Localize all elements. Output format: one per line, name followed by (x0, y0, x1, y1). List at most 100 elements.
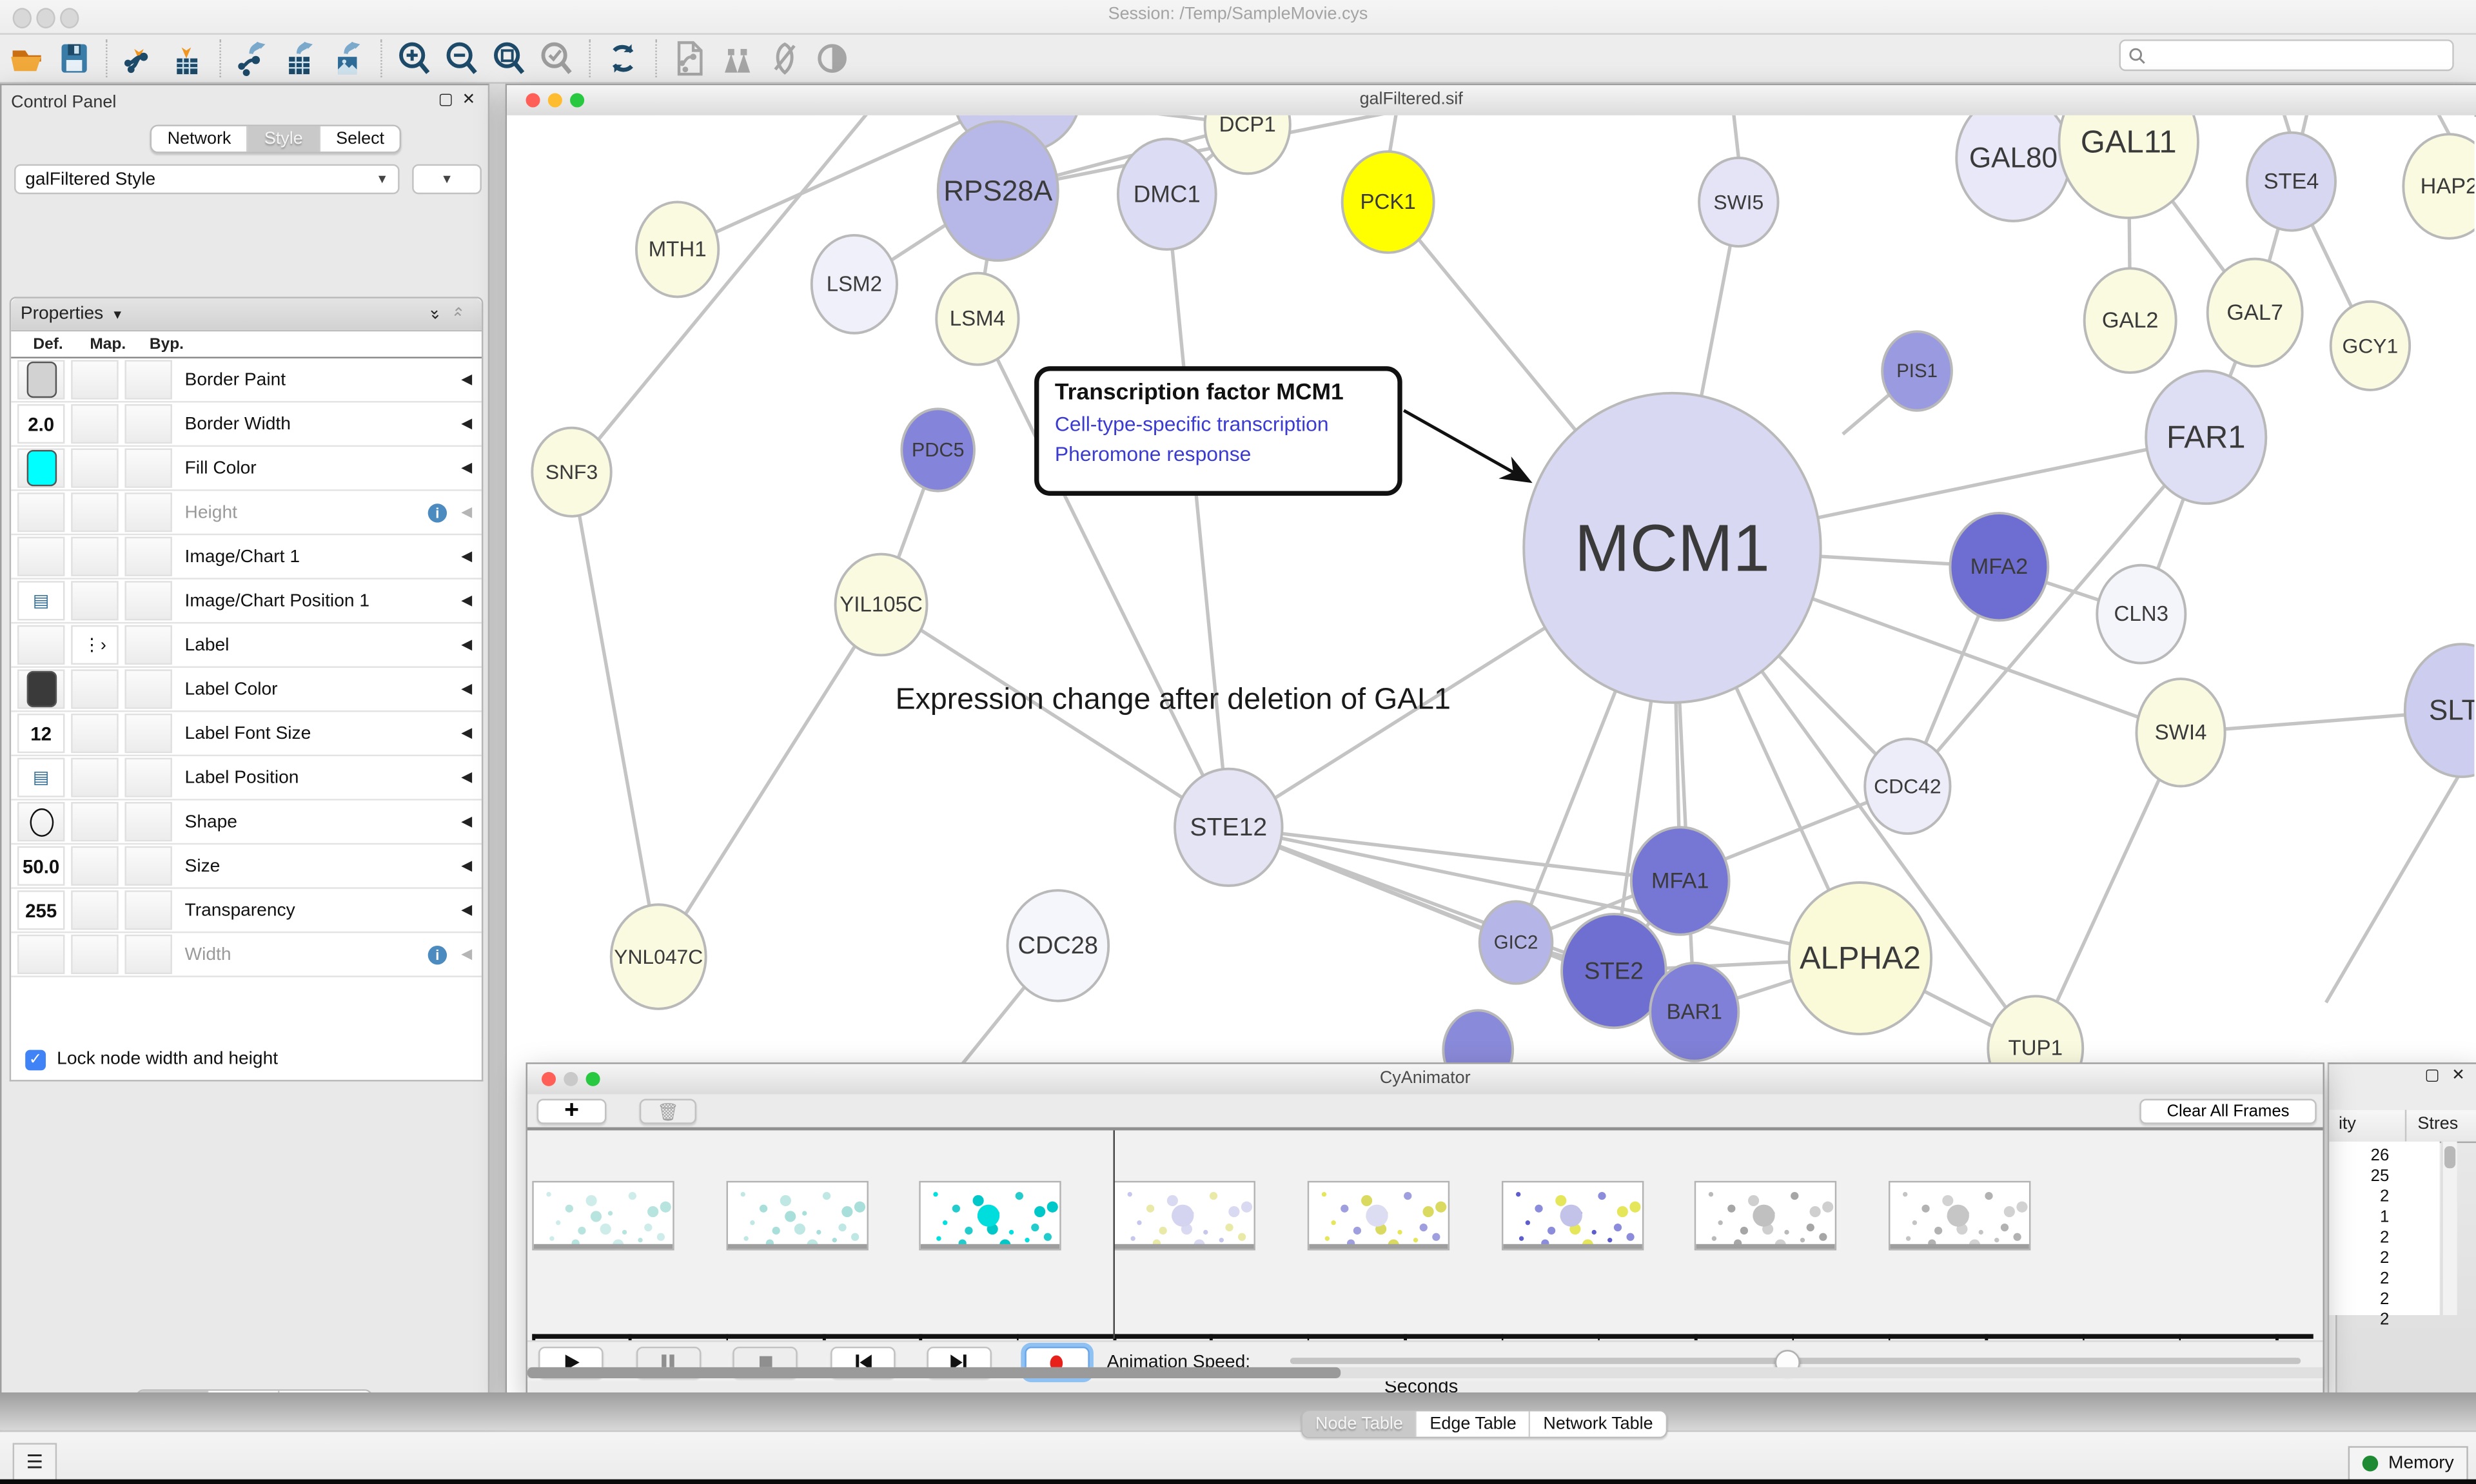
annotation-box[interactable]: Transcription factor MCM1 Cell-type-spec… (1034, 366, 1402, 496)
table-vertical-scrollbar[interactable] (2441, 1141, 2457, 1316)
network-edge[interactable] (570, 115, 889, 473)
timeline-frame-4[interactable] (1307, 1180, 1449, 1251)
import-table-button[interactable] (164, 37, 211, 80)
expand-row-icon[interactable]: ◀ (461, 725, 473, 741)
zoom-out-button[interactable] (439, 37, 486, 80)
network-node-cln3[interactable] (2096, 563, 2187, 665)
float-panel-icon[interactable]: ▢ (438, 92, 453, 109)
horizontal-scrollbar-thumb[interactable] (527, 1367, 1341, 1378)
property-map-cell[interactable] (71, 360, 119, 400)
property-def-cell[interactable]: 50.0 (17, 846, 65, 886)
tab-edge-table[interactable]: Edge Table (1417, 1411, 1531, 1437)
zoom-window-icon[interactable] (570, 93, 585, 108)
table-cell-value[interactable]: 2 (2379, 1187, 2390, 1207)
network-edge[interactable] (976, 318, 1230, 828)
table-cell-value[interactable]: 26 (2370, 1146, 2390, 1166)
expand-row-icon[interactable]: ◀ (461, 901, 473, 917)
property-row[interactable]: ▤ Label Position ◀ (11, 756, 482, 801)
property-row[interactable]: Height i ◀ (11, 491, 482, 536)
property-def-cell[interactable]: ▤ (17, 581, 65, 621)
network-node-cdc28[interactable] (1006, 889, 1110, 1002)
property-row[interactable]: Border Paint ◀ (11, 358, 482, 403)
property-def-cell[interactable] (17, 360, 65, 400)
property-def-cell[interactable]: ▤ (17, 757, 65, 797)
network-node-gal11[interactable] (2058, 115, 2199, 219)
zoom-fit-button[interactable] (486, 37, 533, 80)
search-box[interactable] (2119, 39, 2454, 72)
task-history-button[interactable]: ☰ (12, 1443, 57, 1481)
create-view-button[interactable] (666, 37, 713, 80)
property-byp-cell[interactable] (124, 448, 172, 488)
property-byp-cell[interactable] (124, 846, 172, 886)
network-node-ste12[interactable] (1174, 767, 1284, 887)
tab-select[interactable]: Select (320, 126, 400, 152)
network-node-yil105c[interactable] (834, 552, 928, 657)
expand-row-icon[interactable]: ◀ (461, 459, 473, 476)
expand-all-icon[interactable]: ⌄⌄ (427, 300, 442, 323)
property-row[interactable]: 50.0 Size ◀ (11, 845, 482, 889)
save-session-button[interactable] (50, 37, 97, 80)
tab-network-table[interactable]: Network Table (1530, 1411, 1666, 1437)
property-def-cell[interactable]: 255 (17, 890, 65, 930)
expand-row-icon[interactable]: ◀ (461, 636, 473, 652)
expand-row-icon[interactable]: ◀ (461, 768, 473, 785)
refresh-view-button[interactable] (600, 37, 647, 80)
property-byp-cell[interactable] (124, 581, 172, 621)
show-details-button[interactable] (809, 37, 856, 80)
table-cell-value[interactable]: 2 (2379, 1310, 2390, 1330)
network-edge[interactable] (2424, 115, 2451, 135)
property-row[interactable]: Fill Color ◀ (11, 447, 482, 491)
first-neighbors-button[interactable] (714, 37, 761, 80)
property-byp-cell[interactable] (124, 536, 172, 576)
close-window-icon[interactable] (526, 93, 540, 108)
property-byp-cell[interactable] (124, 802, 172, 842)
network-edge[interactable] (1906, 436, 2208, 788)
network-edge[interactable] (2275, 115, 2294, 138)
network-node-swi4[interactable] (2135, 678, 2226, 788)
property-map-cell[interactable] (71, 757, 119, 797)
property-map-cell[interactable] (71, 890, 119, 930)
property-row[interactable]: ▤ Image/Chart Position 1 ◀ (11, 580, 482, 624)
search-input[interactable] (2146, 44, 2453, 66)
properties-header[interactable]: Properties ▼ ⌄⌄ ⌃⌃ (11, 298, 482, 332)
property-map-cell[interactable] (71, 404, 119, 444)
expand-row-icon[interactable]: ◀ (461, 680, 473, 697)
property-map-cell[interactable] (71, 493, 119, 532)
property-def-cell[interactable] (17, 934, 65, 975)
network-node-gal7[interactable] (2206, 257, 2304, 368)
minimize-window-icon[interactable] (547, 93, 562, 108)
network-node-far1[interactable] (2145, 369, 2268, 505)
network-node-gic2[interactable] (1478, 900, 1554, 985)
network-node-slt2[interactable] (2403, 643, 2475, 778)
info-icon[interactable]: i (427, 944, 447, 964)
property-byp-cell[interactable] (124, 890, 172, 930)
timeline-frame-3[interactable] (1113, 1180, 1256, 1251)
cyanimator-titlebar[interactable]: CyAnimator (527, 1064, 2323, 1096)
style-options-button[interactable]: ▼ (412, 164, 482, 195)
close-panel-icon[interactable]: ✕ (462, 92, 476, 109)
style-selector[interactable]: galFiltered Style ▼ (14, 164, 400, 195)
network-edge[interactable] (2034, 732, 2183, 1050)
network-edge[interactable] (656, 603, 883, 958)
clear-all-frames-button[interactable]: Clear All Frames (2139, 1098, 2317, 1124)
collapse-all-icon[interactable]: ⌃⌃ (451, 305, 465, 328)
property-byp-cell[interactable] (124, 669, 172, 709)
timeline-frame-2[interactable] (919, 1180, 1062, 1251)
network-node-mfa2[interactable] (1949, 511, 2050, 622)
column-header[interactable]: ity (2338, 1114, 2356, 1134)
timeline-frame-0[interactable] (532, 1180, 674, 1251)
expand-row-icon[interactable]: ◀ (461, 547, 473, 564)
network-edge[interactable] (880, 603, 1230, 829)
network-edge[interactable] (2299, 115, 2314, 141)
export-table-button[interactable] (278, 37, 325, 80)
hide-details-button[interactable] (761, 37, 808, 80)
network-node-dcp1[interactable] (1203, 115, 1292, 175)
network-node-pck1[interactable] (1341, 150, 1435, 254)
property-row[interactable]: 255 Transparency ◀ (11, 889, 482, 933)
timeline-frame-7[interactable] (1888, 1180, 2031, 1251)
tab-style[interactable]: Style (248, 126, 320, 152)
tab-node-table[interactable]: Node Table (1302, 1411, 1417, 1437)
lock-dimensions-row[interactable]: ✓ Lock node width and height (9, 1039, 484, 1082)
network-node-gcy1[interactable] (2329, 300, 2412, 391)
property-byp-cell[interactable] (124, 934, 172, 975)
